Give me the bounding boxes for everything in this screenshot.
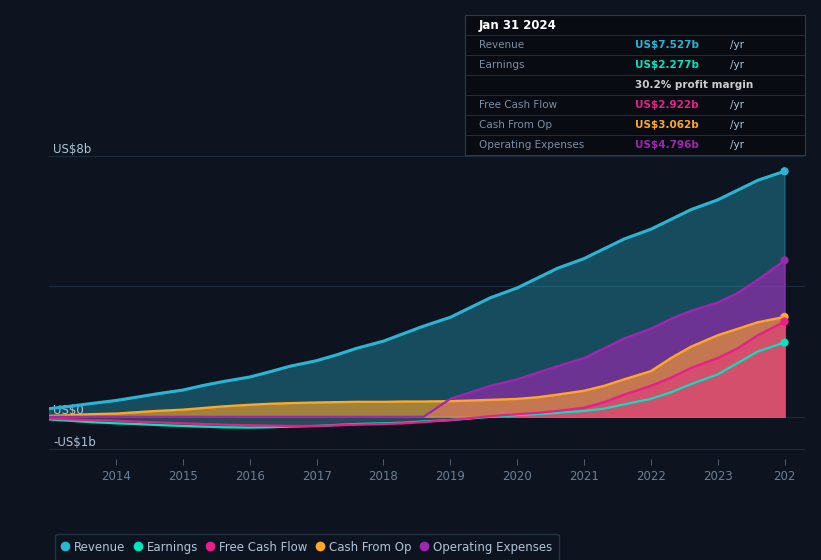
Text: /yr: /yr: [730, 60, 744, 70]
Text: US$2.277b: US$2.277b: [635, 60, 699, 70]
Text: 30.2% profit margin: 30.2% profit margin: [635, 80, 753, 90]
Point: [778, 317, 791, 326]
Point: [778, 312, 791, 321]
Legend: Revenue, Earnings, Free Cash Flow, Cash From Op, Operating Expenses: Revenue, Earnings, Free Cash Flow, Cash …: [55, 534, 559, 560]
Text: /yr: /yr: [730, 120, 744, 130]
Text: US$0: US$0: [53, 404, 84, 417]
Text: -US$1b: -US$1b: [53, 436, 96, 450]
Text: Jan 31 2024: Jan 31 2024: [479, 18, 557, 31]
Point: [778, 256, 791, 265]
Text: Earnings: Earnings: [479, 60, 524, 70]
Text: /yr: /yr: [730, 40, 744, 50]
Text: Cash From Op: Cash From Op: [479, 120, 552, 130]
Text: US$8b: US$8b: [53, 143, 91, 156]
Text: /yr: /yr: [730, 100, 744, 110]
Point: [778, 338, 791, 347]
Text: /yr: /yr: [730, 140, 744, 150]
Text: Operating Expenses: Operating Expenses: [479, 140, 584, 150]
Text: US$7.527b: US$7.527b: [635, 40, 699, 50]
Text: US$2.922b: US$2.922b: [635, 100, 699, 110]
Text: Free Cash Flow: Free Cash Flow: [479, 100, 557, 110]
Point: [778, 167, 791, 176]
Text: US$3.062b: US$3.062b: [635, 120, 699, 130]
Text: Revenue: Revenue: [479, 40, 524, 50]
Text: US$4.796b: US$4.796b: [635, 140, 699, 150]
